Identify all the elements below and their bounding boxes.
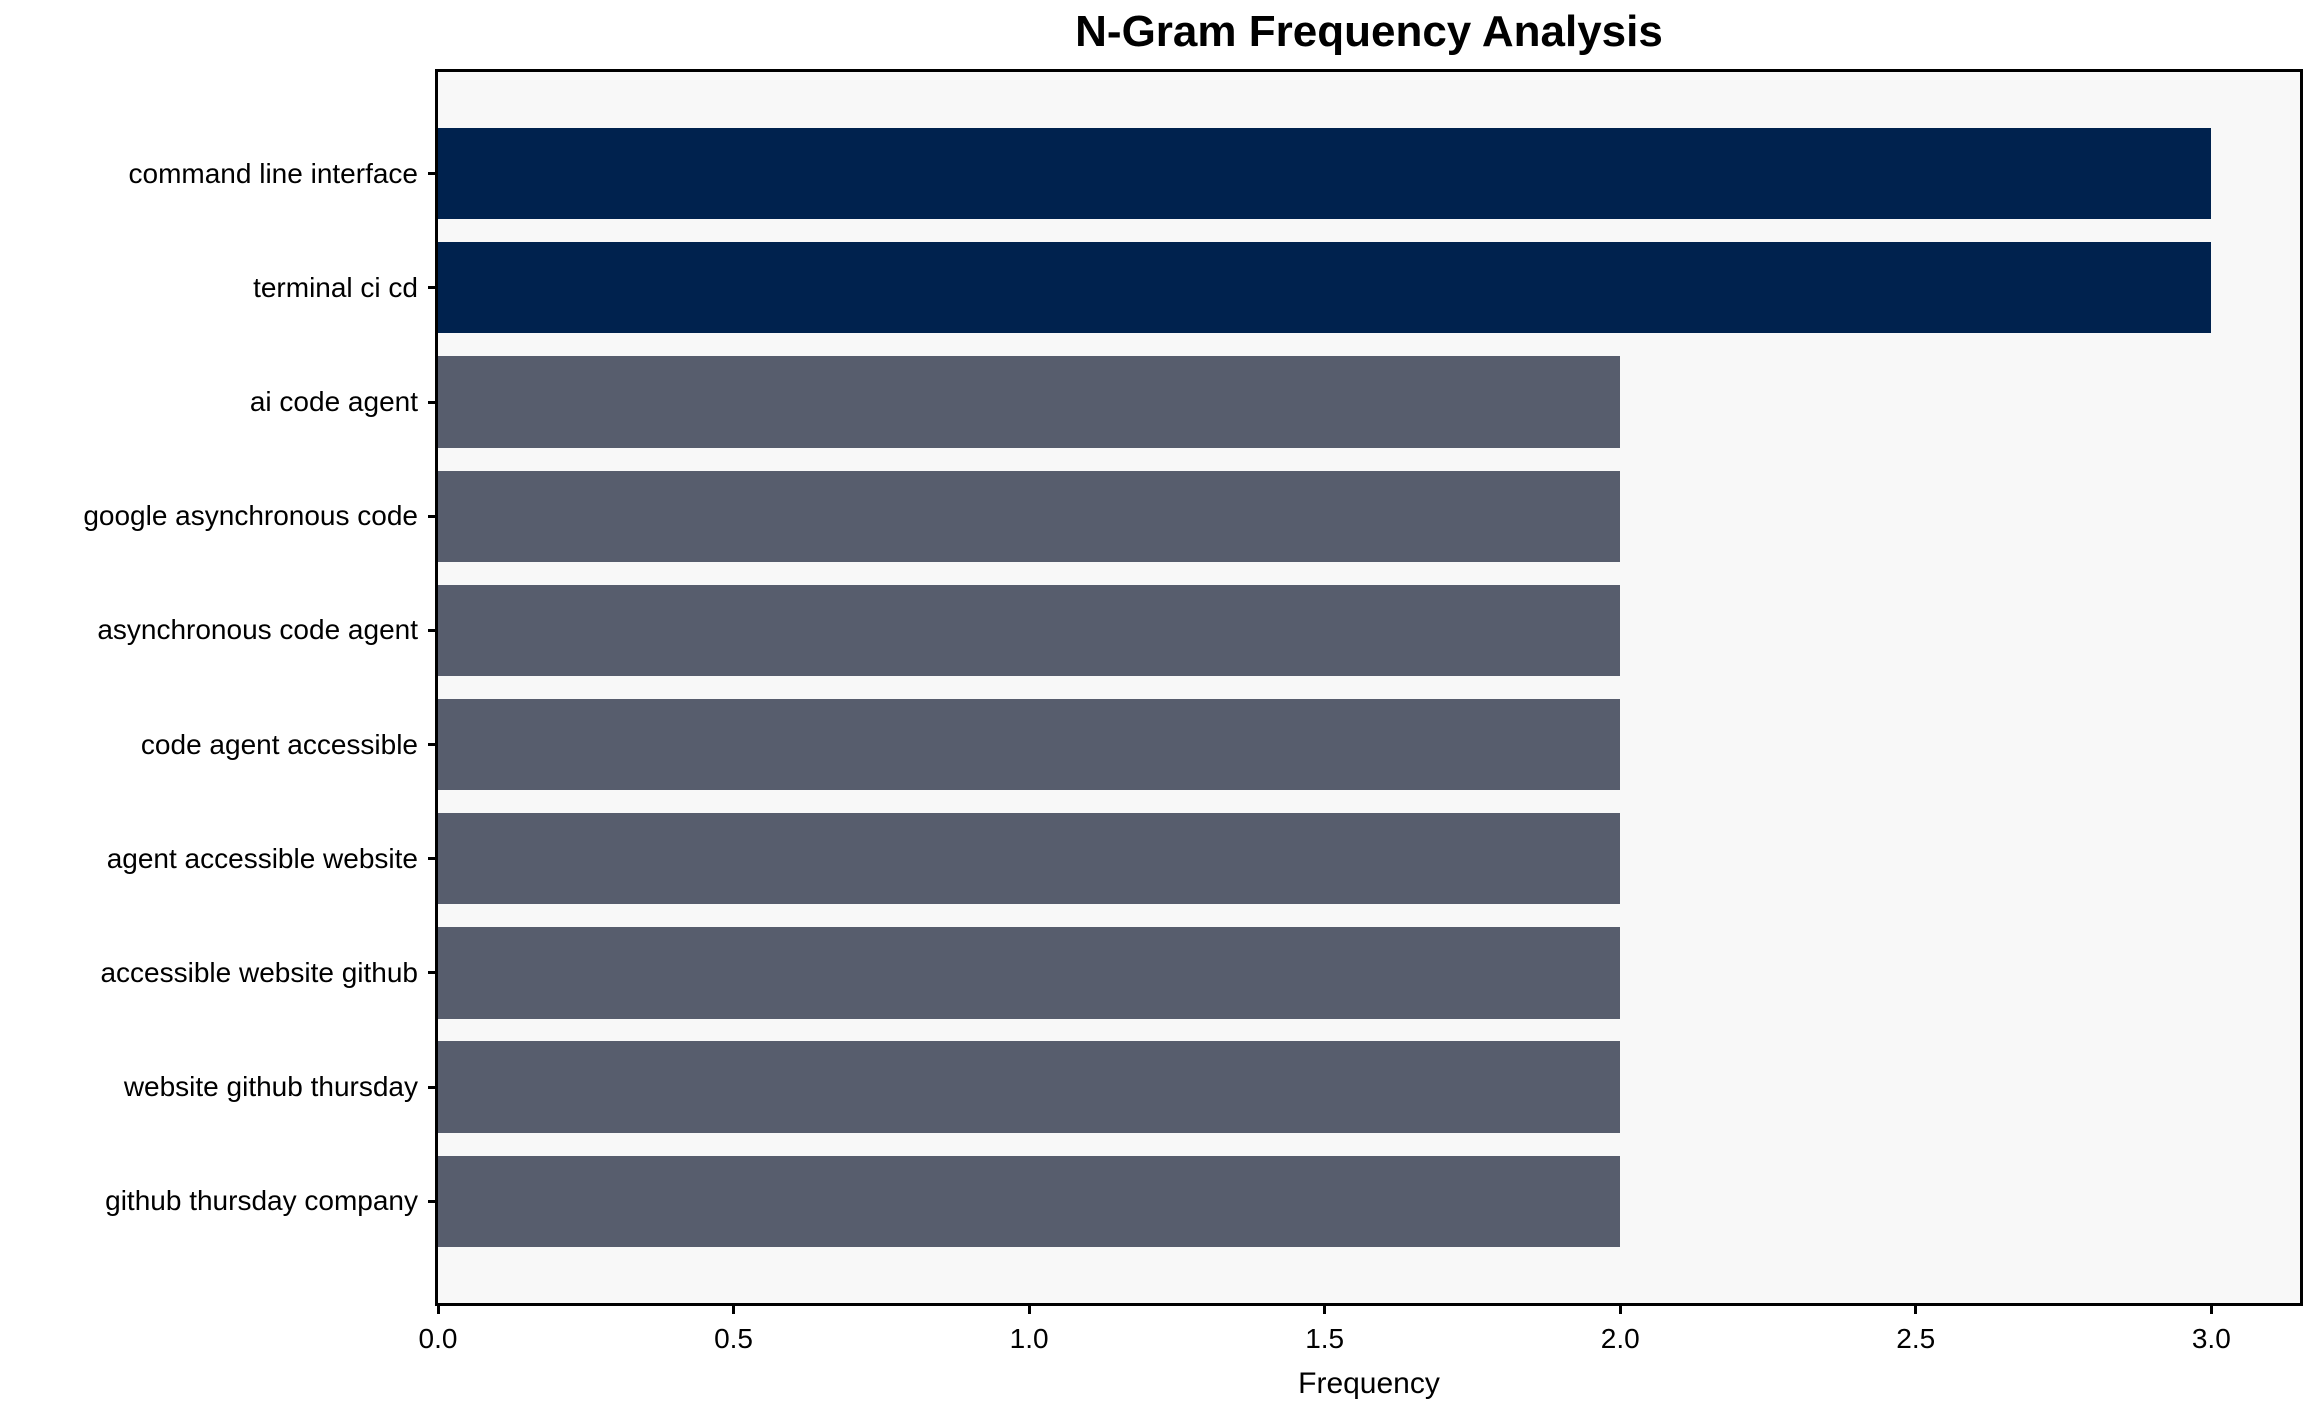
ytick-mark — [428, 628, 438, 632]
ytick-label: code agent accessible — [140, 728, 418, 760]
xtick-mark — [1618, 1303, 1622, 1314]
bar-command-line-interface — [438, 127, 2212, 220]
bar-google-asynchronous-code — [438, 470, 1621, 562]
bar-github-thursday-company — [438, 1155, 1621, 1248]
chart-title: N-Gram Frequency Analysis — [1075, 7, 1663, 56]
ytick-label: command line interface — [128, 157, 418, 189]
x-axis-title: Frequency — [1298, 1367, 1440, 1400]
xtick-mark — [2209, 1303, 2213, 1314]
ytick-mark — [428, 286, 438, 290]
ytick-mark — [428, 514, 438, 518]
xtick-mark — [1914, 1303, 1918, 1314]
ytick-label: accessible website github — [100, 956, 418, 988]
ytick-mark — [428, 1085, 438, 1089]
xtick-label: 3.0 — [2191, 1323, 2231, 1354]
xtick-label: 2.5 — [1896, 1323, 1936, 1354]
ytick-label: website github thursday — [123, 1071, 418, 1103]
xtick-mark — [1323, 1303, 1327, 1314]
ytick-label: terminal ci cd — [253, 271, 418, 303]
ytick-mark — [428, 743, 438, 747]
ytick-label: asynchronous code agent — [97, 614, 418, 646]
xtick-mark — [732, 1303, 736, 1314]
ytick-label: ai code agent — [249, 386, 418, 418]
bar-asynchronous-code-agent — [438, 584, 1621, 677]
plot-area — [435, 69, 2303, 1306]
ytick-label: google asynchronous code — [83, 500, 418, 532]
ytick-mark — [428, 172, 438, 176]
xtick-label: 0.0 — [418, 1323, 458, 1354]
ytick-mark — [428, 400, 438, 404]
xtick-label: 2.0 — [1600, 1323, 1640, 1354]
xtick-label: 1.5 — [1305, 1323, 1345, 1354]
ytick-mark — [428, 971, 438, 975]
ytick-label: agent accessible website — [106, 842, 418, 874]
ytick-mark — [428, 1199, 438, 1203]
xtick-mark — [436, 1303, 440, 1314]
bar-code-agent-accessible — [438, 698, 1621, 791]
bar-accessible-website-github — [438, 927, 1621, 1019]
xtick-label: 0.5 — [714, 1323, 754, 1354]
bar-ai-code-agent — [438, 356, 1621, 448]
bar-website-github-thursday — [438, 1041, 1621, 1133]
bar-terminal-ci-cd — [438, 242, 2212, 334]
xtick-label: 1.0 — [1009, 1323, 1049, 1354]
ytick-mark — [428, 857, 438, 861]
ytick-label: github thursday company — [105, 1185, 418, 1217]
xtick-mark — [1027, 1303, 1031, 1314]
bar-agent-accessible-website — [438, 813, 1621, 905]
